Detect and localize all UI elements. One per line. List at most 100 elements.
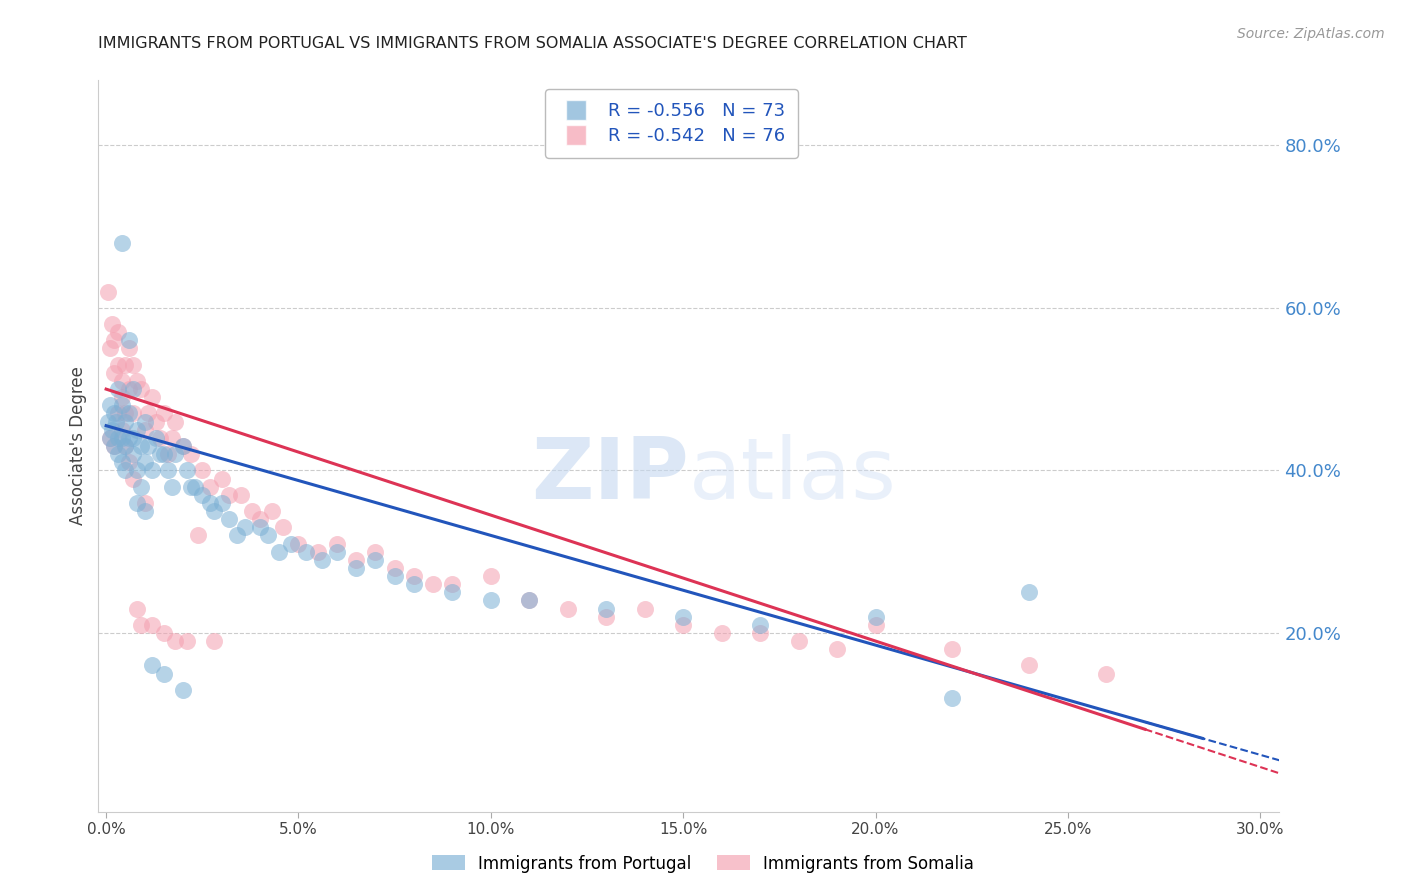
Point <box>107 431 129 445</box>
Point <box>110 423 132 437</box>
Point <box>114 463 136 477</box>
Point <box>156 463 179 477</box>
Point <box>271 520 294 534</box>
Point <box>211 471 233 485</box>
Point <box>107 358 129 372</box>
Point <box>129 382 152 396</box>
Point <box>125 496 148 510</box>
Point <box>517 593 540 607</box>
Point <box>114 358 136 372</box>
Point <box>145 415 167 429</box>
Point <box>149 447 172 461</box>
Point <box>172 682 194 697</box>
Point <box>595 609 617 624</box>
Point <box>114 415 136 429</box>
Point <box>104 415 127 429</box>
Point <box>240 504 263 518</box>
Point <box>865 609 887 624</box>
Point <box>479 593 502 607</box>
Point <box>98 431 121 445</box>
Point <box>103 407 125 421</box>
Point <box>110 374 132 388</box>
Point <box>110 398 132 412</box>
Point <box>479 569 502 583</box>
Point <box>249 520 271 534</box>
Text: ZIP: ZIP <box>531 434 689 516</box>
Point <box>103 366 125 380</box>
Point <box>865 617 887 632</box>
Point <box>165 447 187 461</box>
Point <box>107 325 129 339</box>
Point <box>191 463 214 477</box>
Point <box>103 334 125 348</box>
Point <box>107 382 129 396</box>
Point <box>98 431 121 445</box>
Point <box>202 634 225 648</box>
Point <box>672 609 695 624</box>
Point <box>422 577 444 591</box>
Point <box>1018 658 1040 673</box>
Point <box>153 666 176 681</box>
Point <box>107 407 129 421</box>
Point <box>384 569 406 583</box>
Point <box>165 634 187 648</box>
Point <box>125 601 148 615</box>
Point <box>441 585 464 599</box>
Point <box>326 544 349 558</box>
Point <box>364 544 387 558</box>
Point <box>226 528 249 542</box>
Point <box>249 512 271 526</box>
Point <box>134 455 156 469</box>
Point <box>287 536 309 550</box>
Point <box>118 342 141 356</box>
Point <box>125 374 148 388</box>
Point <box>672 617 695 632</box>
Point <box>125 463 148 477</box>
Point <box>218 488 240 502</box>
Point <box>384 561 406 575</box>
Point <box>941 642 963 657</box>
Text: IMMIGRANTS FROM PORTUGAL VS IMMIGRANTS FROM SOMALIA ASSOCIATE'S DEGREE CORRELATI: IMMIGRANTS FROM PORTUGAL VS IMMIGRANTS F… <box>98 36 967 51</box>
Point <box>107 447 129 461</box>
Point <box>557 601 579 615</box>
Point <box>233 520 256 534</box>
Point <box>98 342 121 356</box>
Point <box>160 480 183 494</box>
Point <box>101 423 124 437</box>
Point <box>103 439 125 453</box>
Point <box>176 634 198 648</box>
Point <box>180 447 202 461</box>
Text: Source: ZipAtlas.com: Source: ZipAtlas.com <box>1237 27 1385 41</box>
Point <box>122 358 145 372</box>
Point <box>118 455 141 469</box>
Point <box>122 431 145 445</box>
Point <box>172 439 194 453</box>
Point <box>402 569 425 583</box>
Point <box>129 617 152 632</box>
Point <box>141 658 163 673</box>
Point <box>97 285 120 299</box>
Point <box>134 504 156 518</box>
Point <box>134 496 156 510</box>
Point <box>122 382 145 396</box>
Point <box>749 626 772 640</box>
Point <box>156 447 179 461</box>
Point <box>141 390 163 404</box>
Text: atlas: atlas <box>689 434 897 516</box>
Point <box>129 480 152 494</box>
Point <box>118 407 141 421</box>
Point <box>441 577 464 591</box>
Legend: Immigrants from Portugal, Immigrants from Somalia: Immigrants from Portugal, Immigrants fro… <box>425 848 981 880</box>
Point <box>118 431 141 445</box>
Point <box>172 439 194 453</box>
Point <box>153 626 176 640</box>
Point <box>138 407 160 421</box>
Point <box>595 601 617 615</box>
Point <box>260 504 283 518</box>
Point <box>311 553 333 567</box>
Point <box>110 431 132 445</box>
Point <box>344 561 367 575</box>
Point <box>101 317 124 331</box>
Point <box>941 690 963 705</box>
Point <box>110 455 132 469</box>
